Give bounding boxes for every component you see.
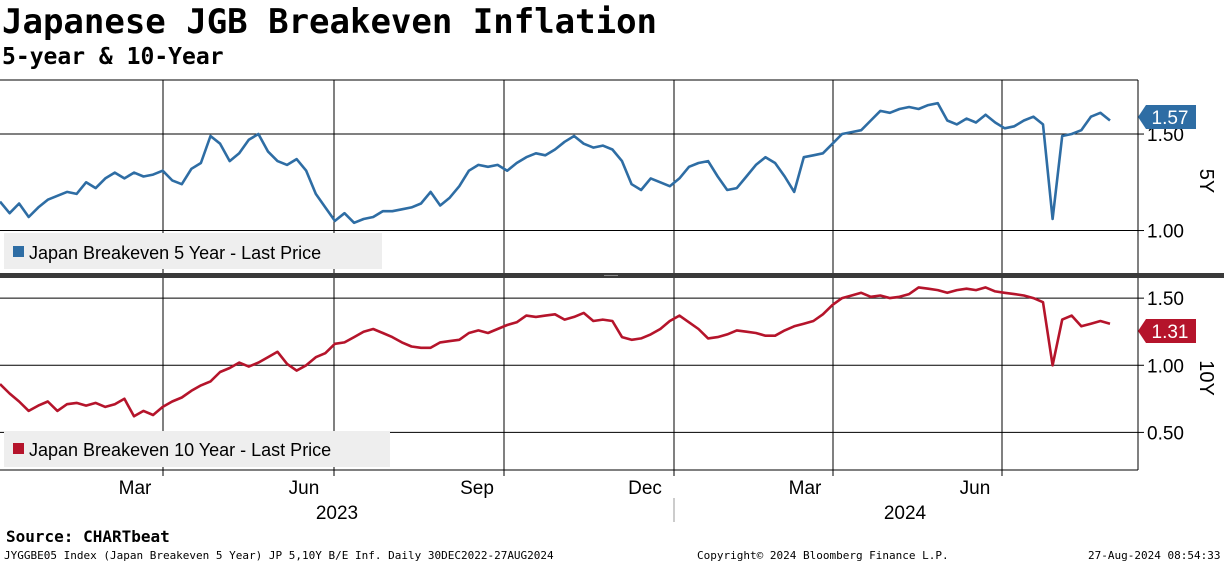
- y-axis-label-5y: 5Y: [1195, 169, 1217, 193]
- chart-subtitle: 5-year & 10-Year: [2, 44, 224, 70]
- last-value-badge-5y: 1.57: [1138, 105, 1196, 129]
- x-tick-label: Sep: [460, 478, 494, 499]
- x-tick-label: Jun: [960, 478, 991, 499]
- x-axis-year-labels: 2023 2024: [316, 503, 927, 524]
- last-value-badge-10y: 1.31: [1138, 319, 1196, 343]
- y-tick-label: 0.50: [1147, 423, 1184, 444]
- copyright: Copyright© 2024 Bloomberg Finance L.P.: [697, 549, 949, 562]
- series-5y-line: [0, 101, 1111, 225]
- y-axis-label-10y: 10Y: [1195, 360, 1217, 396]
- legend-10y-swatch: [13, 443, 24, 454]
- timestamp: 27-Aug-2024 08:54:33: [1088, 549, 1221, 562]
- legend-5y: Japan Breakeven 5 Year - Last Price: [4, 233, 382, 269]
- x-axis-month-labels: Mar Jun Sep Dec Mar Jun: [119, 470, 1003, 499]
- x-tick-label: Dec: [628, 478, 662, 499]
- legend-10y-box: [4, 431, 390, 467]
- x-year-label: 2023: [316, 503, 358, 524]
- index-info: JYGGBE05 Index (Japan Breakeven 5 Year) …: [4, 549, 554, 562]
- legend-5y-box: [4, 233, 382, 269]
- legend-5y-swatch: [13, 246, 24, 257]
- y-tick-label: 1.00: [1147, 222, 1184, 243]
- badge-10y-shape: [1138, 319, 1196, 343]
- legend-10y: Japan Breakeven 10 Year - Last Price: [4, 431, 390, 467]
- badge-5y-shape: [1138, 105, 1196, 129]
- y-tick-label: 1.50: [1147, 125, 1184, 146]
- series-10y-line: [0, 286, 1111, 418]
- chart-title: Japanese JGB Breakeven Inflation: [2, 2, 658, 42]
- y-tick-label: 1.50: [1147, 289, 1184, 310]
- x-year-label: 2024: [884, 503, 927, 524]
- badge-5y-text: 1.57: [1152, 108, 1189, 129]
- source-label: Source: CHARTbeat: [6, 527, 170, 546]
- badge-10y-text: 1.31: [1152, 322, 1189, 343]
- x-tick-label: Mar: [789, 478, 822, 499]
- legend-5y-label: Japan Breakeven 5 Year - Last Price: [29, 243, 321, 263]
- y-axis-ticks: 1.00 1.50 0.50 1.00 1.50: [1138, 125, 1184, 444]
- y-tick-label: 1.00: [1147, 356, 1184, 377]
- legend-10y-label: Japan Breakeven 10 Year - Last Price: [29, 440, 331, 460]
- x-tick-label: Mar: [119, 478, 152, 499]
- x-tick-label: Jun: [289, 478, 320, 499]
